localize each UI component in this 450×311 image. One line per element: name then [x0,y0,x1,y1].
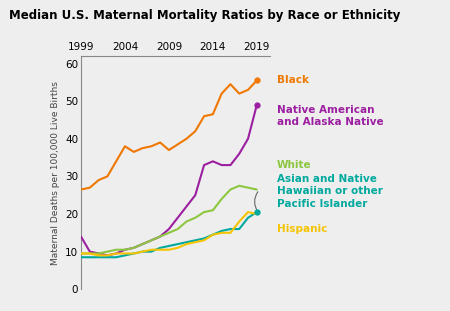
Text: Native American
and Alaska Native: Native American and Alaska Native [277,105,383,128]
Text: Hispanic: Hispanic [277,224,327,234]
Text: Black: Black [277,76,309,86]
Text: Asian and Native
Hawaiian or other
Pacific Islander: Asian and Native Hawaiian or other Pacif… [277,174,382,209]
Y-axis label: Maternal Deaths per 100,000 Live Births: Maternal Deaths per 100,000 Live Births [50,81,59,265]
Text: Median U.S. Maternal Mortality Ratios by Race or Ethnicity: Median U.S. Maternal Mortality Ratios by… [9,9,400,22]
Text: White: White [277,160,311,170]
